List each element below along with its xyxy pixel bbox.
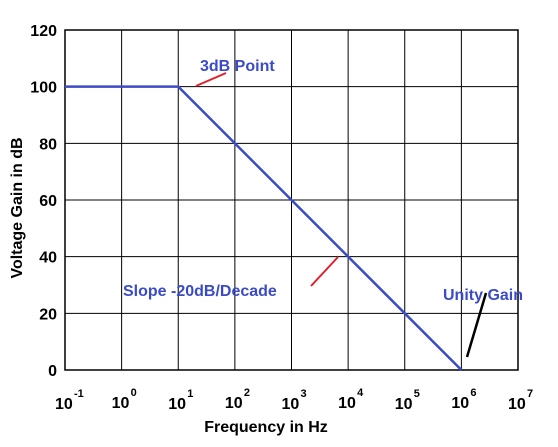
annotations-group: 3dB Point Slope -20dB/Decade Unity Gain: [123, 58, 523, 358]
y-tick-label: 40: [39, 250, 57, 267]
x-tick-base: 10: [112, 395, 130, 412]
x-tick-base: 10: [508, 396, 526, 413]
x-tick-base: 10: [225, 395, 243, 412]
x-tick-base: 10: [395, 396, 413, 413]
y-axis-label: Voltage Gain in dB: [9, 137, 26, 278]
annotation-3db-point: 3dB Point: [200, 58, 275, 75]
x-tick-exponent: 7: [527, 388, 533, 400]
plot-frame: [64, 29, 519, 371]
y-tick-label: 20: [39, 306, 57, 323]
x-tick-exponent: 6: [470, 387, 476, 399]
annotation-unity-gain: Unity Gain: [443, 287, 523, 304]
y-tick-label: 80: [39, 136, 57, 153]
x-tick-base: 10: [55, 396, 73, 413]
y-tick-label: 60: [39, 193, 57, 210]
x-tick-exponent: 3: [301, 388, 307, 400]
series-line: [65, 85, 463, 371]
y-tick-labels: 0 20 40 60 80 100 120: [30, 23, 57, 380]
x-tick-exponent: 5: [414, 388, 420, 400]
x-tick-exponent: 0: [131, 387, 137, 399]
x-tick-base: 10: [451, 395, 469, 412]
x-tick-base: 10: [338, 395, 356, 412]
x-tick-base: 10: [282, 396, 300, 413]
x-axis-label: Frequency in Hz: [204, 419, 328, 436]
x-tick-exponent: 1: [187, 388, 193, 400]
annotation-slope-pointer: [310, 256, 339, 287]
y-tick-label: 120: [30, 23, 57, 40]
x-tick-base: 10: [168, 396, 186, 413]
x-tick-exponent: 4: [357, 387, 364, 399]
annotation-3db-pointer: [195, 72, 227, 87]
y-tick-label: 100: [30, 80, 57, 97]
x-tick-exponent: -1: [74, 388, 84, 400]
x-tick-exponent: 2: [244, 387, 250, 399]
annotation-slope: Slope -20dB/Decade: [123, 283, 277, 300]
series-group: [65, 85, 463, 371]
annotation-unity-pointer: [465, 292, 488, 358]
y-tick-label: 0: [48, 363, 57, 380]
